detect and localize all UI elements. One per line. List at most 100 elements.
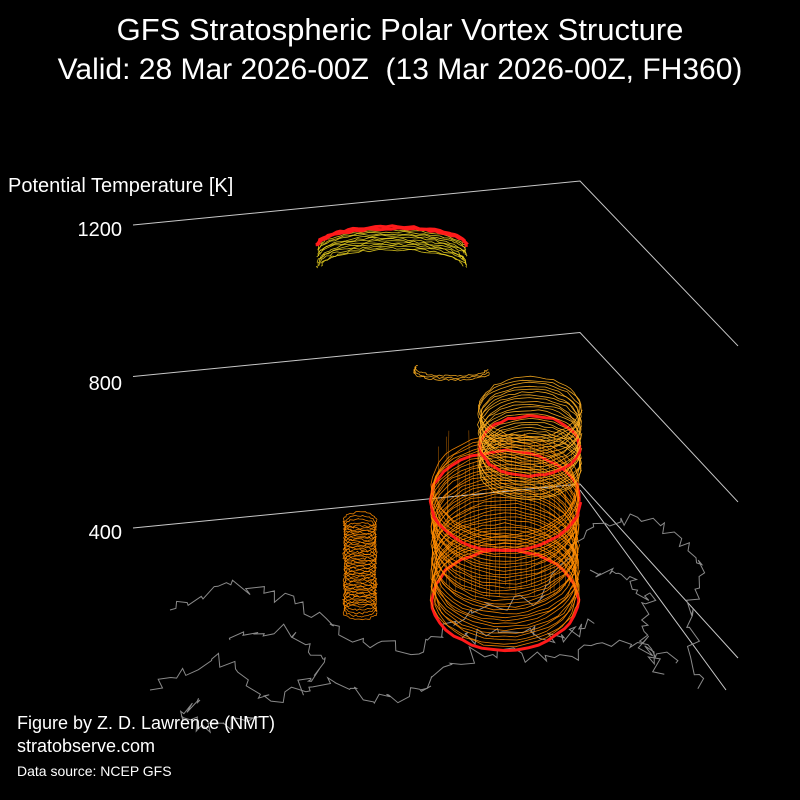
coastline-7	[179, 698, 262, 734]
vortex-contour	[430, 529, 579, 632]
vortex-edge-contour	[478, 413, 582, 479]
upper-fragment	[315, 224, 469, 269]
vortex-streak	[488, 463, 493, 598]
vortex-contour	[479, 406, 581, 468]
vortex-contour	[343, 552, 377, 571]
vortex-contour	[343, 586, 378, 604]
vortex-contour	[430, 519, 581, 622]
vortex-streak	[530, 447, 532, 587]
coastline-6	[589, 567, 665, 675]
vortex-streak	[464, 469, 466, 590]
vortex-contour	[431, 516, 579, 619]
vortex-contour	[431, 503, 579, 605]
z-tick-label-400: 400	[88, 522, 122, 544]
vortex-streak	[565, 456, 567, 587]
vortex-contour	[342, 510, 378, 530]
vortex-streak	[494, 463, 497, 593]
vortex-contour	[430, 492, 581, 595]
vortex-contour	[317, 233, 467, 253]
vortex-streak	[509, 437, 512, 589]
credit-author: Figure by Z. D. Lawrence (NMT)	[17, 713, 276, 733]
vortex-contour	[342, 518, 377, 536]
coastlines	[149, 513, 706, 734]
coastline-3	[419, 639, 679, 691]
vortex-contour	[430, 473, 580, 576]
vortex-streak	[549, 463, 551, 594]
vortex-contour	[343, 535, 377, 554]
vortex-contour	[430, 464, 579, 565]
vortex-streak	[539, 436, 542, 584]
vortex-contour	[318, 234, 465, 255]
vortex-contour	[320, 246, 464, 267]
vortex-contour	[433, 512, 577, 615]
vortex-contour	[477, 381, 583, 444]
vortex-contour	[342, 541, 377, 560]
coastline-4	[228, 623, 326, 696]
axis-edge	[579, 489, 727, 691]
data-source: Data source: NCEP GFS	[17, 763, 172, 779]
vortex-contour	[413, 366, 490, 380]
vortex-streak	[468, 430, 472, 591]
vortex-contour	[343, 524, 377, 544]
vortex-streak	[477, 442, 480, 589]
vortex-contour	[413, 368, 490, 382]
vortex-contour	[477, 417, 583, 480]
vortex-contour	[317, 230, 467, 251]
vortex-contour	[342, 521, 377, 539]
secondary-lobe	[341, 510, 378, 621]
coastline-1	[539, 513, 706, 690]
vortex-contour	[317, 245, 466, 266]
vortex-contour	[434, 539, 577, 641]
chart-subtitle: Valid: 28 Mar 2026-00Z (13 Mar 2026-00Z,…	[57, 53, 743, 86]
vortex-contour	[478, 409, 582, 471]
vortex-contour	[342, 572, 378, 591]
vortex-contour	[342, 514, 377, 533]
vortex-streak	[458, 460, 461, 585]
vortex-contour	[479, 413, 581, 474]
vortex-contour	[478, 426, 582, 489]
vortex-streak	[446, 436, 450, 589]
vortex-contour	[432, 479, 578, 582]
vortex-contour	[319, 240, 464, 260]
vortex-streak	[568, 450, 573, 586]
vortex-contour	[480, 391, 580, 452]
vortex-contour	[429, 542, 581, 645]
vortex-edge-contour	[316, 224, 469, 247]
coastline-0	[169, 579, 546, 656]
vortex-contour	[430, 434, 580, 536]
vortex-streak	[455, 463, 459, 593]
coastline-2	[149, 652, 432, 705]
z-tick-label-800: 800	[88, 373, 122, 395]
vortex-contour	[316, 238, 468, 258]
vortex-contour	[343, 565, 377, 584]
vortex-contour	[343, 599, 378, 618]
vortex-streak	[438, 446, 441, 595]
vortex-contour	[413, 364, 489, 377]
vortex-contour	[318, 241, 465, 262]
vortex-contour	[434, 496, 578, 598]
chart-title: GFS Stratospheric Polar Vortex Structure	[116, 12, 684, 47]
z-axis-label: Potential Temperature [K]	[8, 175, 234, 197]
vortex-isosurfaces	[315, 224, 583, 653]
z-tick-label-1200: 1200	[77, 219, 123, 241]
grid-line-1200	[132, 180, 739, 347]
vortex-contour	[434, 545, 576, 648]
vortex-contour	[317, 236, 467, 257]
vortex-contour	[342, 548, 377, 567]
vortex-contour	[481, 401, 579, 462]
credit-site: stratobserve.com	[17, 736, 156, 756]
main-vortex-streaks	[438, 430, 579, 600]
vortex-streak	[575, 467, 579, 583]
vortex-contour	[479, 397, 582, 459]
vortex-streak	[472, 462, 476, 600]
vortex-streak	[542, 442, 546, 589]
coastline-5	[459, 618, 595, 646]
vortex-streak	[499, 439, 501, 597]
vortex-contour	[477, 379, 583, 441]
vortex-contour	[342, 592, 378, 611]
grid-line-800	[132, 331, 739, 503]
grid-line-400	[132, 483, 739, 659]
vortex-contour	[431, 443, 580, 546]
vortex-contour	[477, 394, 583, 456]
